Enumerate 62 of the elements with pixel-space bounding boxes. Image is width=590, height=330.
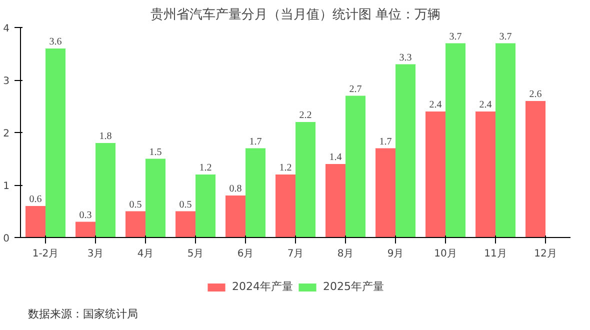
bar [96, 143, 116, 238]
y-tick-label: 0 [3, 234, 10, 244]
bar [246, 148, 266, 238]
bar [526, 101, 546, 238]
x-tick-label: 9月 [387, 248, 404, 260]
data-label: 1.7 [379, 136, 392, 148]
data-label: 0.6 [29, 194, 42, 205]
data-label: 2.2 [299, 110, 312, 121]
x-tick-label: 8月 [337, 248, 354, 260]
x-tick-label: 3月 [87, 248, 104, 260]
data-label: 2.6 [529, 89, 542, 100]
bar [496, 43, 516, 238]
data-label: 2.4 [479, 100, 492, 110]
bar [226, 196, 246, 238]
bar [426, 112, 446, 238]
data-label: 1.2 [279, 162, 292, 174]
bar [176, 211, 196, 238]
bar [76, 222, 96, 238]
chart-title: 贵州省汽车产量分月（当月值）统计图 单位：万辆 [150, 8, 441, 22]
x-tick-label: 11月 [484, 248, 507, 260]
y-tick-label: 2 [3, 128, 10, 140]
legend-label: 2025年产量 [323, 279, 384, 294]
data-label: 1.4 [329, 152, 342, 163]
bar [446, 43, 466, 238]
x-tick-label: 10月 [434, 248, 457, 260]
bar [26, 206, 46, 238]
bar [376, 148, 396, 238]
data-label: 2.7 [349, 84, 362, 95]
legend-label: 2024年产量 [232, 279, 293, 294]
x-tick-label: 5月 [187, 248, 204, 260]
data-label: 3.7 [449, 31, 462, 42]
data-label: 0.3 [79, 210, 92, 221]
data-label: 1.7 [249, 136, 262, 148]
data-label: 0.5 [179, 199, 192, 210]
source-note: 数据来源：国家统计局 [28, 308, 138, 320]
data-label: 3.3 [399, 52, 412, 64]
bar [146, 158, 166, 238]
y-tick-label: 3 [3, 76, 10, 87]
bar [476, 112, 496, 238]
data-label: 1.8 [99, 131, 112, 142]
data-label: 3.7 [499, 31, 512, 42]
bar [46, 48, 66, 238]
data-label: 1.5 [149, 146, 162, 158]
bar [196, 174, 216, 238]
data-label: 1.2 [199, 162, 212, 174]
x-tick-label: 1-2月 [32, 248, 59, 260]
x-tick-label: 7月 [287, 248, 304, 260]
x-tick-label: 12月 [534, 248, 557, 260]
bar [346, 96, 366, 238]
data-label: 2.4 [429, 100, 442, 110]
y-tick-label: 1 [3, 181, 10, 192]
data-label: 0.8 [229, 184, 242, 194]
bar [276, 174, 296, 238]
bar [396, 64, 416, 238]
bar [296, 122, 316, 238]
bar [326, 164, 346, 238]
y-tick-label: 4 [3, 24, 10, 34]
data-label: 3.6 [49, 36, 62, 48]
x-tick-label: 6月 [237, 248, 254, 260]
x-tick-label: 4月 [137, 248, 154, 260]
data-label: 0.5 [129, 199, 142, 210]
bar [126, 211, 146, 238]
